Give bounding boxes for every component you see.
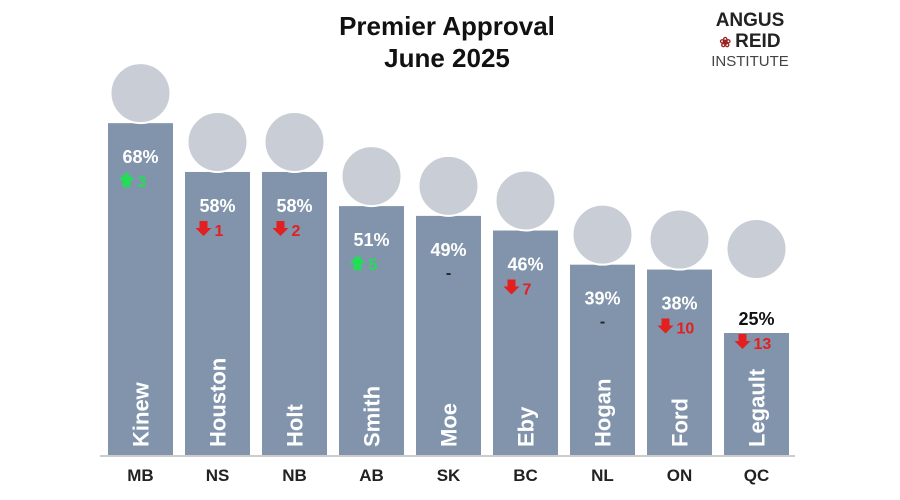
province-label: MB	[127, 466, 153, 485]
premier-photo-Eby	[494, 169, 557, 232]
value-label: 46%	[507, 255, 543, 275]
no-change-label: -	[446, 265, 451, 282]
premier-name: Legault	[745, 368, 770, 447]
province-label: AB	[359, 466, 384, 485]
premier-photo-Legault	[725, 218, 788, 280]
premier-photo-Holt	[263, 110, 326, 173]
bar-NL	[570, 264, 635, 455]
logo-line2: ❀ REID	[700, 31, 800, 53]
premier-name: Smith	[360, 386, 385, 447]
premier-name: Kinew	[129, 381, 154, 447]
province-label: NL	[591, 466, 614, 485]
premier-photo-Moe	[417, 154, 480, 217]
premier-name: Eby	[514, 406, 539, 447]
maple-leaf-icon: ❀	[719, 34, 732, 50]
bar-QC	[724, 333, 789, 455]
arrow-up-icon	[349, 255, 366, 271]
arrow-up-icon	[118, 172, 135, 188]
premier-photo-Smith	[340, 145, 403, 208]
bar-MB	[108, 123, 173, 455]
no-change-label: -	[600, 314, 605, 331]
value-label: 39%	[584, 289, 620, 309]
province-label: NB	[282, 466, 307, 485]
premier-name: Houston	[206, 358, 231, 447]
value-label: 38%	[661, 294, 697, 314]
value-label: 58%	[276, 196, 312, 216]
premier-photo-Kinew	[109, 62, 172, 125]
logo-line1: ANGUS	[715, 10, 785, 31]
value-label: 25%	[738, 309, 774, 329]
bar-ON	[647, 269, 712, 455]
bar-SK	[416, 215, 481, 455]
change-label: 13	[754, 336, 772, 353]
bar-NS	[185, 171, 250, 455]
premier-name: Moe	[437, 403, 462, 447]
arrow-down-icon	[272, 220, 289, 236]
value-label: 58%	[199, 196, 235, 216]
chart-subtitle: June 2025	[384, 43, 510, 73]
change-label: 1	[215, 223, 224, 240]
value-label: 51%	[353, 230, 389, 250]
change-label: 7	[523, 282, 532, 299]
change-label: 3	[138, 174, 147, 191]
bar-AB	[339, 206, 404, 455]
angus-reid-logo: ANGUS ❀ REID INSTITUTE	[700, 10, 800, 71]
arrow-down-icon	[503, 279, 520, 295]
change-label: 10	[677, 321, 695, 338]
arrow-down-icon	[195, 220, 212, 236]
province-label: QC	[744, 466, 770, 485]
chart-title: Premier Approval	[339, 11, 555, 41]
logo-line3: INSTITUTE	[711, 53, 789, 70]
premier-photo-Ford	[648, 208, 711, 271]
change-label: 2	[292, 223, 301, 240]
change-label: 5	[369, 257, 378, 274]
province-label: BC	[513, 466, 538, 485]
arrow-down-icon	[734, 334, 751, 349]
value-label: 68%	[122, 147, 158, 167]
province-label: NS	[206, 466, 230, 485]
bar-BC	[493, 230, 558, 455]
premier-name: Hogan	[591, 379, 616, 447]
province-label: ON	[667, 466, 693, 485]
value-label: 49%	[430, 240, 466, 260]
premier-photo-Houston	[186, 110, 249, 173]
province-label: SK	[437, 466, 461, 485]
bar-NB	[262, 171, 327, 455]
arrow-down-icon	[657, 318, 674, 334]
premier-name: Holt	[283, 404, 308, 447]
logo-line2-text: REID	[735, 31, 781, 52]
premier-name: Ford	[668, 398, 693, 447]
premier-photo-Hogan	[571, 203, 634, 266]
